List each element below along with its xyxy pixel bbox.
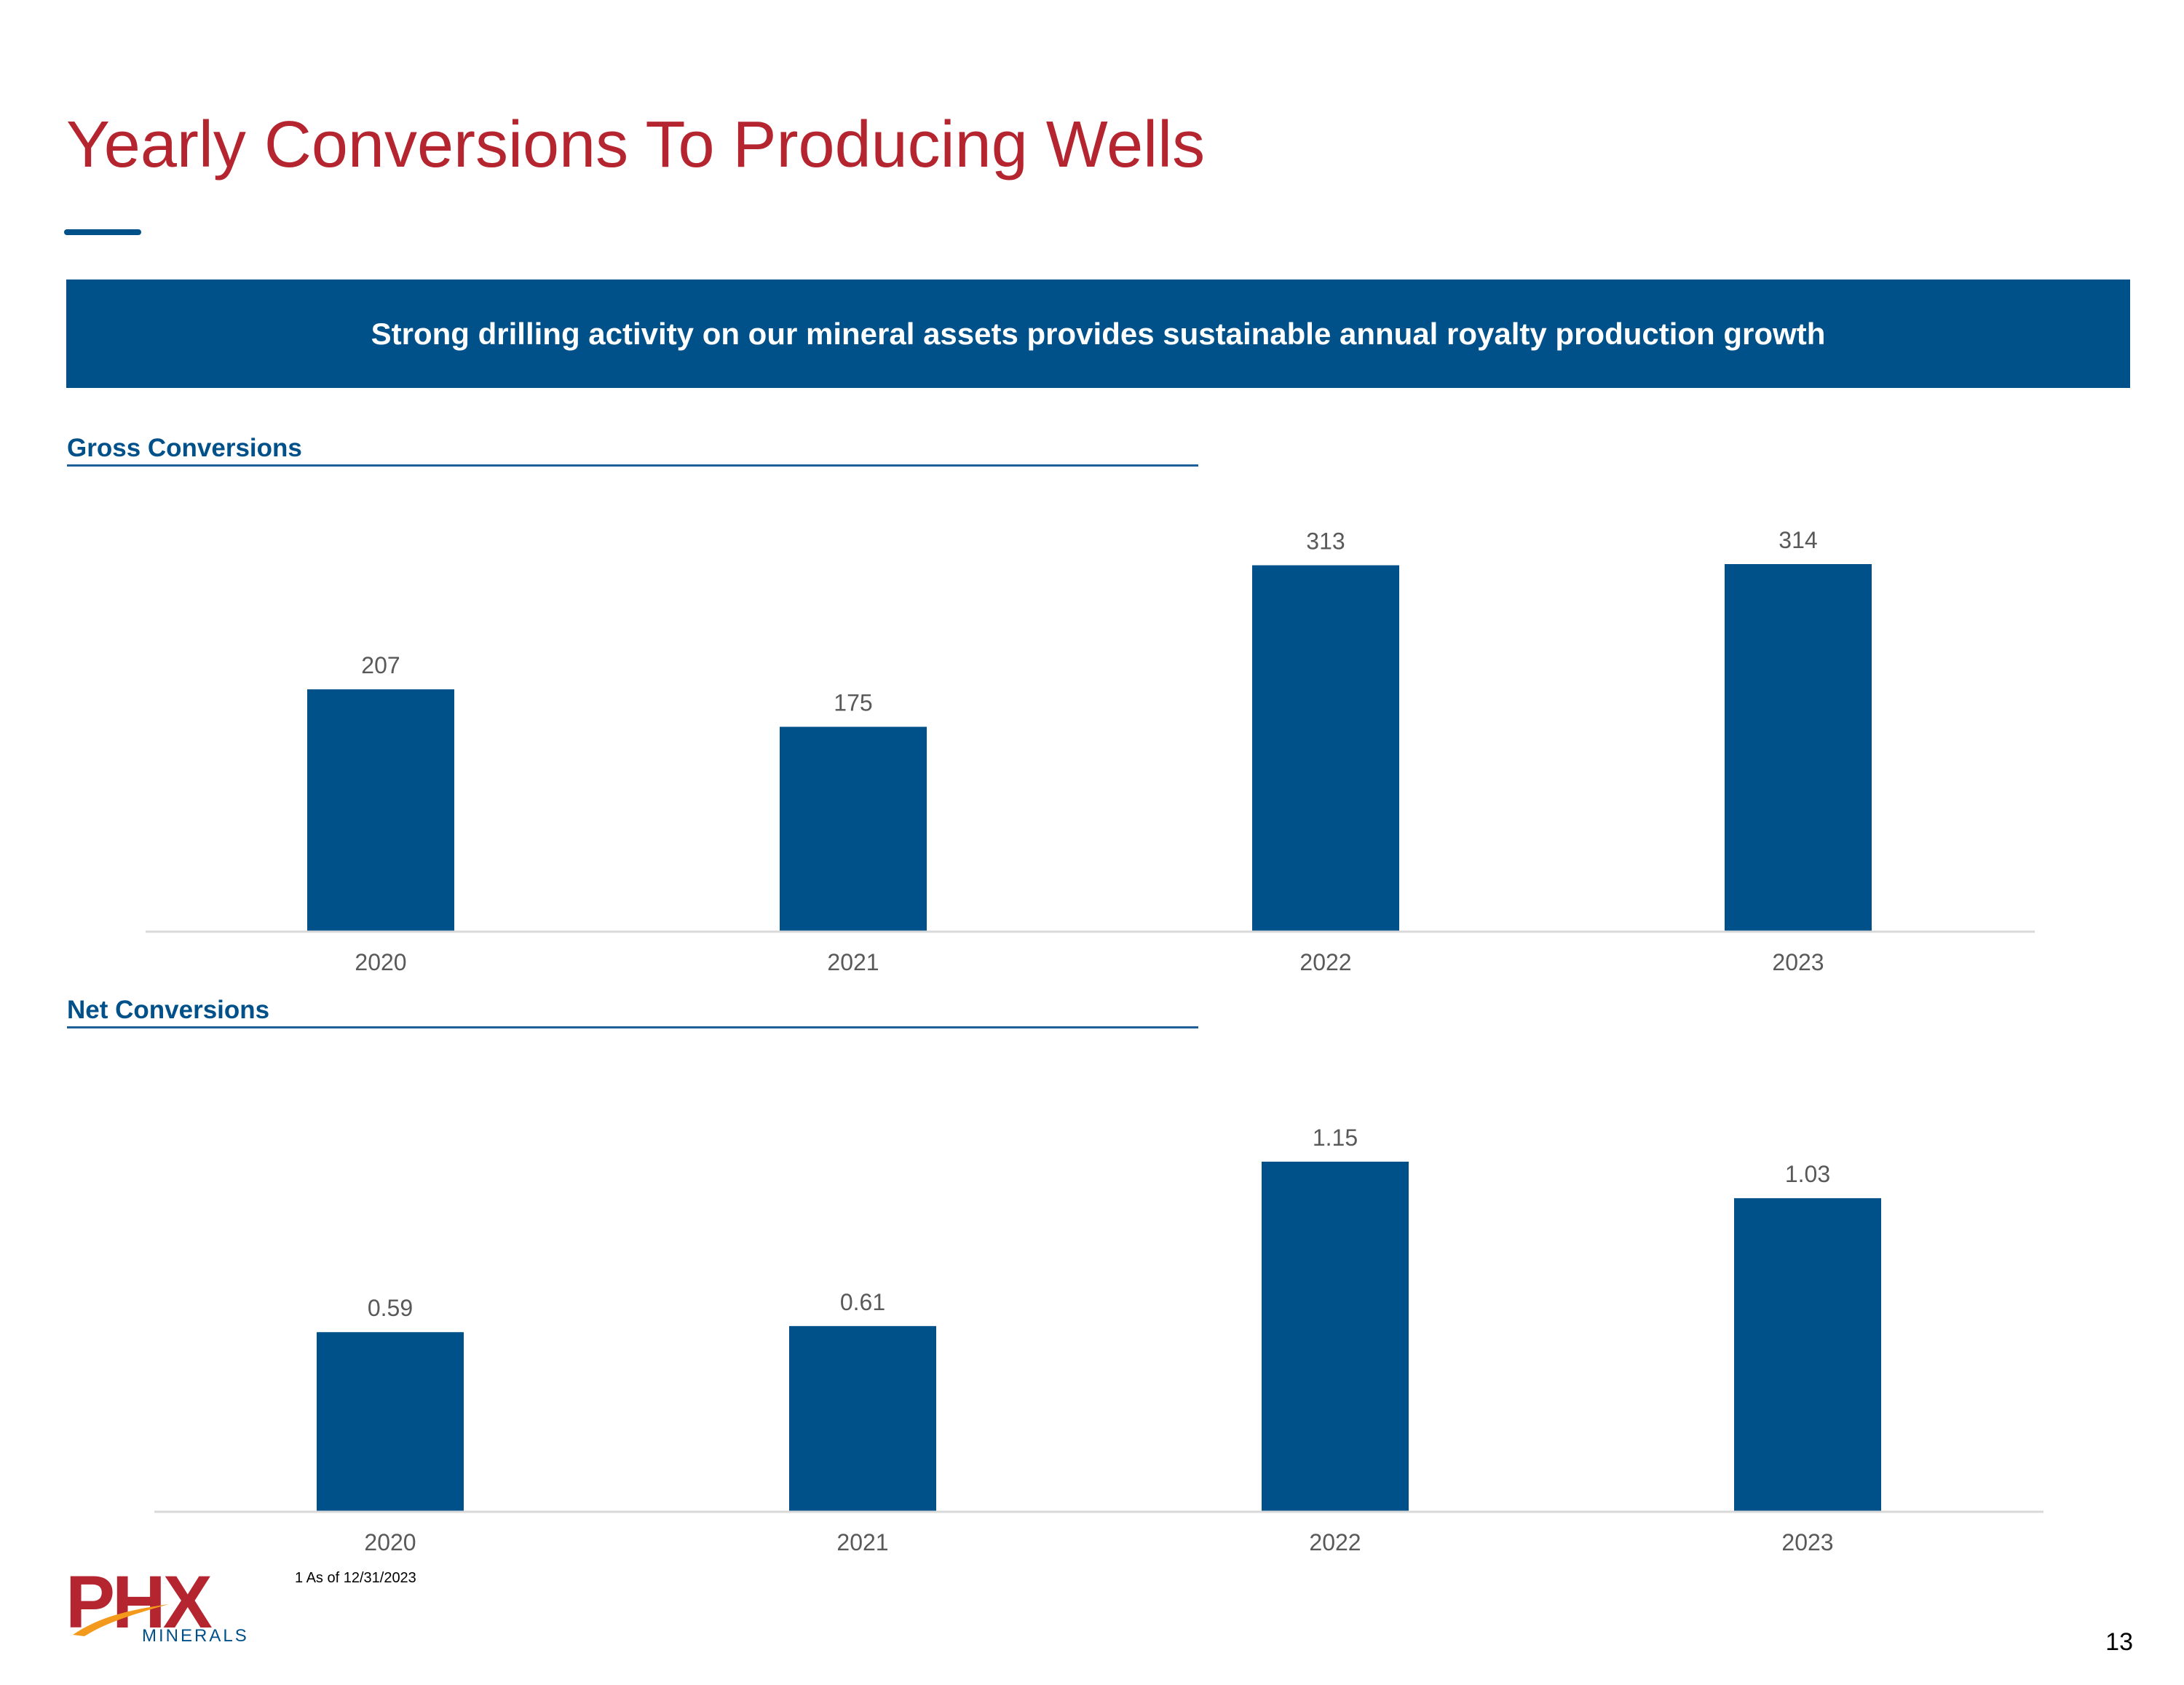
data-label-2023: 314 xyxy=(1779,527,1817,553)
footnote: 1 As of 12/31/2023 xyxy=(295,1570,416,1586)
x-tick-label-2020: 2020 xyxy=(355,949,406,975)
bar-2020 xyxy=(317,1332,464,1512)
bar-2023 xyxy=(1725,564,1872,932)
net-conversions-heading: Net Conversions xyxy=(67,994,1198,1028)
slide-title: Yearly Conversions To Producing Wells xyxy=(66,108,1206,181)
data-label-2020: 207 xyxy=(361,652,400,678)
x-tick-label-2020: 2020 xyxy=(364,1529,416,1555)
data-label-2022: 313 xyxy=(1306,528,1345,555)
page-number: 13 xyxy=(2105,1628,2133,1656)
data-label-2022: 1.15 xyxy=(1313,1125,1358,1151)
x-tick-label-2023: 2023 xyxy=(1772,949,1824,975)
gross-conversions-heading: Gross Conversions xyxy=(67,432,1198,467)
data-label-2021: 0.61 xyxy=(840,1289,885,1315)
x-tick-label-2021: 2021 xyxy=(836,1529,888,1555)
data-label-2021: 175 xyxy=(834,690,872,716)
bar-2021 xyxy=(789,1325,936,1512)
banner-text: Strong drilling activity on our mineral … xyxy=(371,316,1826,351)
title-accent-rule xyxy=(64,229,141,235)
bar-2022 xyxy=(1262,1162,1409,1512)
data-label-2023: 1.03 xyxy=(1785,1161,1830,1187)
x-tick-label-2021: 2021 xyxy=(827,949,879,975)
x-tick-label-2022: 2022 xyxy=(1299,949,1351,975)
logo-swoosh-icon xyxy=(73,1604,169,1636)
data-label-2020: 0.59 xyxy=(368,1295,413,1321)
logo-subtext: MINERALS xyxy=(142,1626,249,1646)
x-tick-label-2022: 2022 xyxy=(1309,1529,1361,1555)
net-conversions-chart: 0.59 2020 0.61 2021 1.15 2022 1.03 2023 xyxy=(154,1125,2043,1555)
bar-2020 xyxy=(307,689,454,932)
phx-minerals-logo: PHX MINERALS xyxy=(66,1565,255,1652)
gross-conversions-chart: 207 2020 175 2021 313 2022 314 2023 xyxy=(146,527,2035,975)
key-message-banner: Strong drilling activity on our mineral … xyxy=(66,279,2130,388)
bar-2023 xyxy=(1734,1198,1881,1512)
x-tick-label-2023: 2023 xyxy=(1781,1529,1833,1555)
bar-2022 xyxy=(1252,565,1399,932)
bar-2021 xyxy=(780,726,927,932)
